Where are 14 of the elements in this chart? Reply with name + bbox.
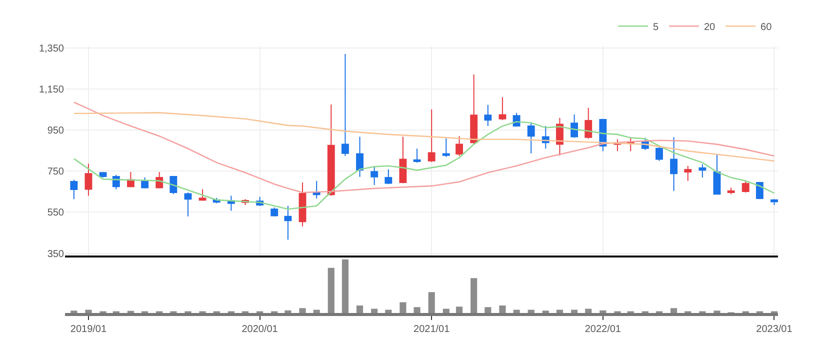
legend-label: 60 — [760, 22, 772, 34]
y-tick-label: 950 — [47, 126, 64, 137]
x-tick-label: 2022/01 — [584, 324, 622, 335]
y-tick-label: 1,350 — [38, 44, 64, 55]
legend-label: 5 — [653, 22, 659, 34]
x-tick-label: 2020/01 — [242, 324, 278, 335]
legend-label: 20 — [704, 22, 716, 34]
y-tick-label: 550 — [47, 208, 64, 219]
y-tick-label: 1,150 — [38, 84, 64, 96]
x-tick-label: 2023/01 — [756, 324, 793, 335]
y-tick-label: 750 — [47, 166, 64, 178]
x-tick-label: 2019/01 — [70, 324, 107, 335]
x-tick-label: 2021/01 — [414, 324, 450, 335]
y-tick-label: 350 — [47, 248, 64, 260]
